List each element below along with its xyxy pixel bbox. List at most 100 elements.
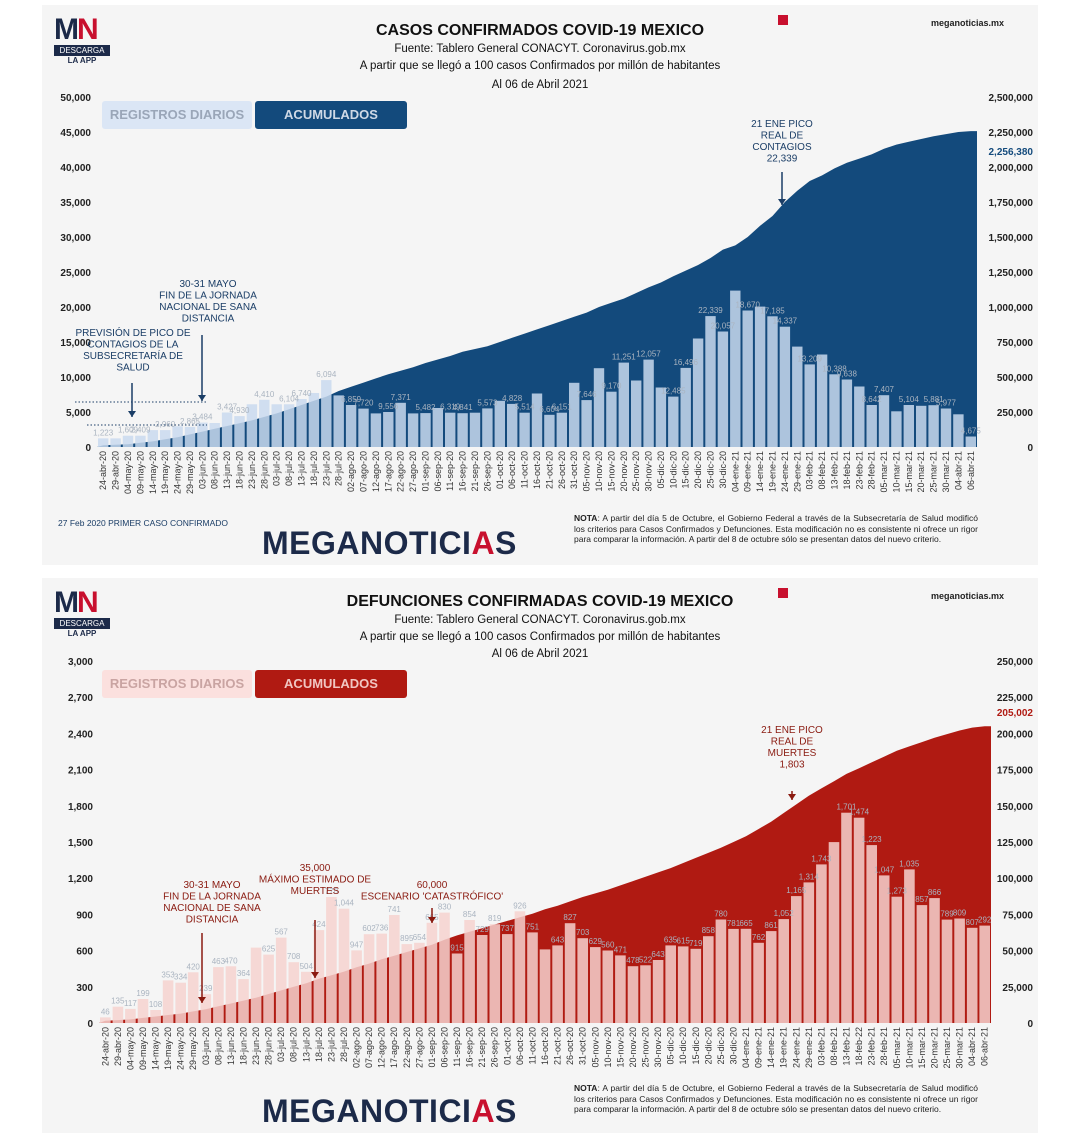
bar-data-label: 625 <box>262 945 276 954</box>
x-axis-tick: 14-ene-21 <box>766 1027 776 1068</box>
x-axis-tick: 24-abr-20 <box>100 1027 110 1066</box>
x-axis-tick: 20-nov-20 <box>628 1027 638 1068</box>
tab-acumulados-2[interactable]: ACUMULADOS <box>255 670 407 698</box>
daily-bar <box>326 897 337 1023</box>
cases-subtitle-criteria: A partir que se llegó a 100 casos Confir… <box>359 60 721 72</box>
x-axis-tick: 05-mar-21 <box>879 451 889 493</box>
left-axis-tick: 1,800 <box>68 802 93 813</box>
daily-bar <box>816 354 828 447</box>
x-axis-tick: 24-may-20 <box>173 451 183 494</box>
bar-data-label: 5,482 <box>415 403 436 412</box>
annotation-text: 21 ENE PICO <box>761 725 823 736</box>
daily-bar <box>618 362 629 447</box>
daily-bar <box>728 928 739 1023</box>
annotation-text: FIN DE LA JORNADA <box>159 291 257 302</box>
daily-bar <box>469 412 481 447</box>
x-axis-tick: 15-nov-20 <box>615 1027 625 1068</box>
daily-bar <box>891 896 903 1023</box>
x-axis-tick: 18-jun-20 <box>235 451 245 489</box>
x-axis-tick: 18-jul-20 <box>314 1027 324 1062</box>
left-axis-tick: 15,000 <box>60 338 91 349</box>
daily-bar <box>753 942 764 1023</box>
bar-data-label: 567 <box>275 928 289 937</box>
daily-bar <box>631 380 642 447</box>
cases-chart-svg: 0 5,000 10,000 15,000 20,000 25,000 30,000 35,0… <box>60 93 1034 494</box>
first-case-note: 27 Feb 2020 PRIMER CASO CONFIRMADO <box>58 518 229 528</box>
bar-data-label: 654 <box>413 933 427 942</box>
right-axis-tick: 175,000 <box>997 766 1034 777</box>
right-axis-tick: 75,000 <box>1002 910 1033 921</box>
daily-bar <box>476 935 488 1023</box>
bar-data-label: 1,701 <box>836 803 857 812</box>
tab-registros-diarios[interactable]: REGISTROS DIARIOS <box>102 101 252 129</box>
daily-bar <box>383 412 394 447</box>
bar-data-label: 736 <box>375 924 389 933</box>
daily-bar <box>954 918 965 1023</box>
right-axis-tick: 500,000 <box>997 373 1034 384</box>
x-axis-tick: 06-abr-21 <box>980 1027 990 1066</box>
right-axis-tick: 200,000 <box>997 729 1034 740</box>
meganoticias-logo[interactable]: MN DESCARGA LA APP <box>54 15 110 65</box>
x-axis-tick: 31-oct-20 <box>569 451 579 489</box>
right-axis-tick: 2,500,000 <box>989 93 1034 104</box>
bar-data-label: 4,828 <box>502 394 523 403</box>
daily-bar <box>420 413 431 447</box>
daily-bar <box>389 915 400 1023</box>
bar-data-label: 1,474 <box>849 808 870 817</box>
daily-bar <box>494 400 505 447</box>
x-axis-tick: 22-ago-20 <box>396 451 406 492</box>
meganoticias-logo-2[interactable]: MN DESCARGA LA APP <box>54 588 110 638</box>
bar-data-label: 470 <box>224 956 238 965</box>
bar-data-label: 1,223 <box>93 428 114 437</box>
daily-bar <box>457 413 468 447</box>
annotation-text: ESCENARIO 'CATASTRÓFICO' <box>361 890 503 903</box>
x-axis-tick: 08-jul-20 <box>284 451 294 486</box>
criteria-note-2: NOTA: A partir del día 5 de Octubre, el … <box>574 1083 978 1114</box>
x-axis-tick: 04-may-20 <box>123 451 133 494</box>
daily-bar <box>754 306 766 447</box>
bar-data-label: 665 <box>739 919 753 928</box>
x-axis-tick: 11-oct-20 <box>527 1027 537 1064</box>
site-url[interactable]: meganoticias.mx <box>930 18 1004 28</box>
x-axis-tick: 23-jun-20 <box>251 1027 261 1065</box>
daily-bar <box>507 403 518 447</box>
annotation-text: MUERTES <box>291 886 340 897</box>
daily-bar <box>715 919 727 1023</box>
x-axis-tick: 28-feb-21 <box>867 451 877 490</box>
x-axis-tick: 07-ago-20 <box>364 1027 374 1068</box>
x-axis-tick: 29-ene-21 <box>792 451 802 492</box>
site-url-2[interactable]: meganoticias.mx <box>930 591 1004 601</box>
x-axis-tick: 01-sep-20 <box>427 1027 437 1068</box>
x-axis-tick: 03-jul-20 <box>272 451 282 486</box>
x-axis-tick: 10-dic-20 <box>668 451 678 489</box>
annotation-text: PREVISIÓN DE PICO DE <box>75 326 190 339</box>
daily-bar <box>828 842 840 1023</box>
tab-acumulados[interactable]: ACUMULADOS <box>255 101 407 129</box>
daily-bar <box>979 925 990 1023</box>
bar-data-label: 781 <box>727 919 741 928</box>
meganoticias-brand-2: MEGANOTICIAS <box>262 1093 517 1129</box>
bar-data-label: 8,642 <box>862 395 883 404</box>
daily-bar <box>338 908 350 1023</box>
x-axis-tick: 01-oct-20 <box>502 1027 512 1065</box>
daily-bar <box>705 316 716 447</box>
x-axis-tick: 19-may-20 <box>163 1027 173 1070</box>
daily-bar <box>160 430 171 447</box>
x-axis-tick: 13-jul-20 <box>301 1027 311 1062</box>
x-axis-tick: 04-abr-21 <box>953 451 963 490</box>
daily-bar <box>853 817 865 1023</box>
x-axis-tick: 31-oct-20 <box>578 1027 588 1065</box>
flag-icon <box>778 15 788 25</box>
x-axis-tick: 10-nov-20 <box>594 451 604 492</box>
annotation-arrowhead <box>778 199 786 205</box>
tab-registros-diarios-2[interactable]: REGISTROS DIARIOS <box>102 670 252 698</box>
bar-data-label: 789 <box>940 910 954 919</box>
daily-bar <box>581 400 592 447</box>
daily-bar <box>940 408 952 447</box>
bar-data-label: 866 <box>928 888 942 897</box>
daily-bar <box>577 938 588 1023</box>
x-axis-tick: 20-mar-21 <box>916 451 926 493</box>
deaths-title: DEFUNCIONES CONFIRMADAS COVID-19 MEXICO <box>346 593 734 610</box>
daily-bar <box>175 982 186 1023</box>
daily-bar <box>451 953 463 1023</box>
